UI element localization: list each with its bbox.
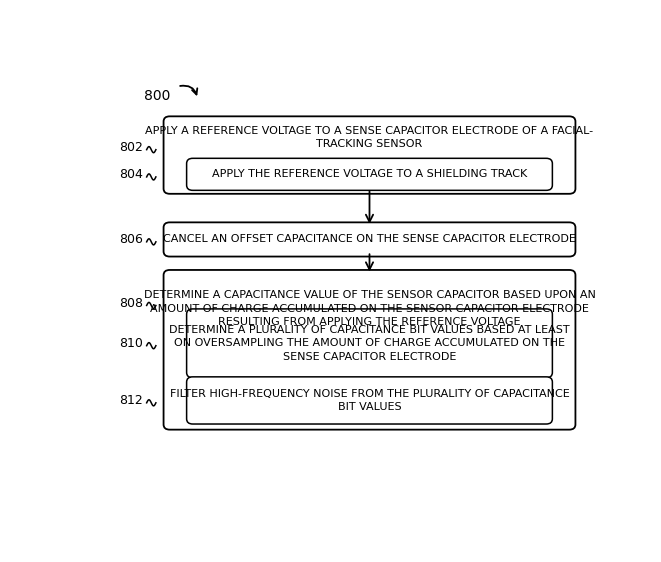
- Text: 800: 800: [144, 89, 171, 103]
- Text: FILTER HIGH-FREQUENCY NOISE FROM THE PLURALITY OF CAPACITANCE
BIT VALUES: FILTER HIGH-FREQUENCY NOISE FROM THE PLU…: [170, 389, 569, 412]
- FancyBboxPatch shape: [163, 270, 576, 429]
- Text: CANCEL AN OFFSET CAPACITANCE ON THE SENSE CAPACITOR ELECTRODE: CANCEL AN OFFSET CAPACITANCE ON THE SENS…: [163, 234, 576, 244]
- Text: 810: 810: [120, 337, 143, 350]
- FancyBboxPatch shape: [163, 116, 576, 194]
- FancyBboxPatch shape: [163, 223, 576, 256]
- Text: DETERMINE A CAPACITANCE VALUE OF THE SENSOR CAPACITOR BASED UPON AN
AMOUNT OF CH: DETERMINE A CAPACITANCE VALUE OF THE SEN…: [143, 291, 596, 327]
- Text: APPLY THE REFERENCE VOLTAGE TO A SHIELDING TRACK: APPLY THE REFERENCE VOLTAGE TO A SHIELDI…: [212, 169, 527, 179]
- Text: 804: 804: [120, 168, 143, 182]
- Text: 802: 802: [120, 141, 143, 154]
- Text: 806: 806: [120, 233, 143, 246]
- Text: 812: 812: [120, 394, 143, 407]
- Text: APPLY A REFERENCE VOLTAGE TO A SENSE CAPACITOR ELECTRODE OF A FACIAL-
TRACKING S: APPLY A REFERENCE VOLTAGE TO A SENSE CAP…: [145, 126, 594, 149]
- Text: 808: 808: [119, 297, 143, 310]
- FancyBboxPatch shape: [186, 158, 553, 191]
- FancyBboxPatch shape: [186, 309, 553, 378]
- FancyBboxPatch shape: [186, 377, 553, 424]
- Text: DETERMINE A PLURALITY OF CAPACITANCE BIT VALUES BASED AT LEAST
ON OVERSAMPLING T: DETERMINE A PLURALITY OF CAPACITANCE BIT…: [169, 325, 570, 361]
